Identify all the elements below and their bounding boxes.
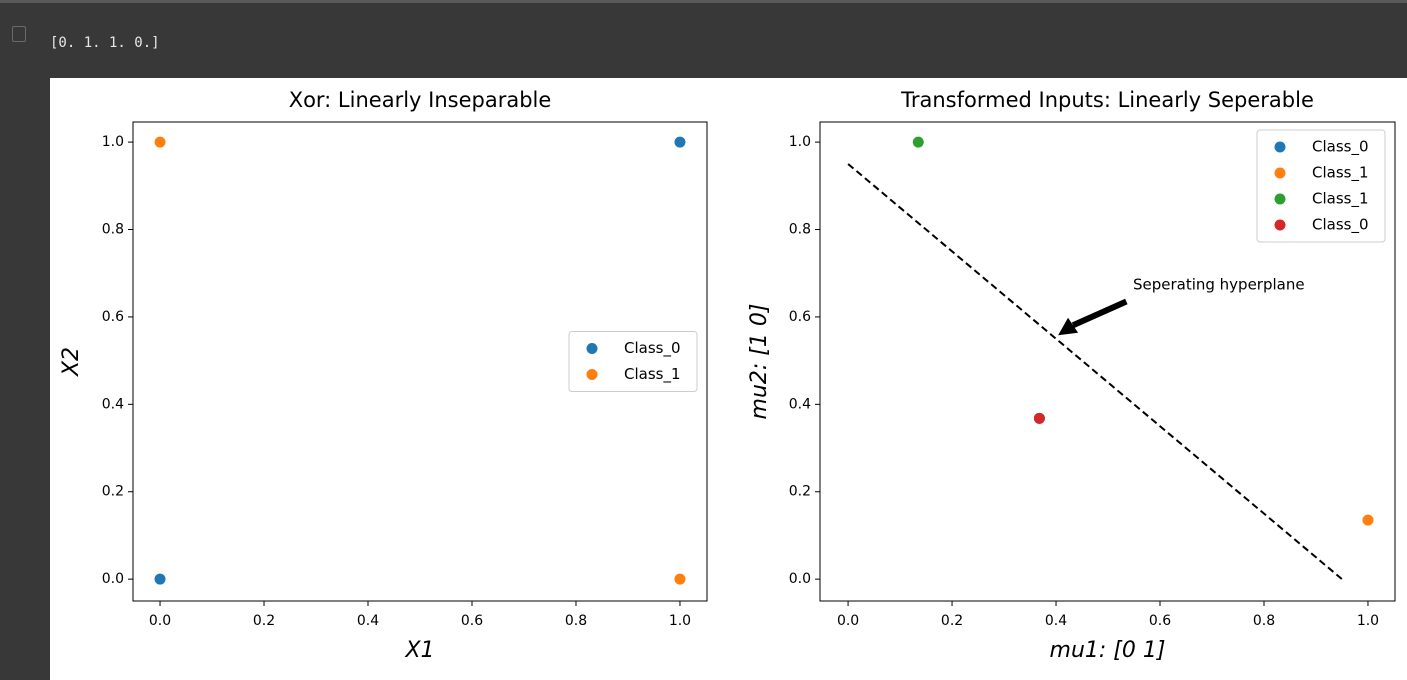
x-axis-label: mu1: [0 1]: [1050, 638, 1166, 663]
y-tick-label: 0.2: [789, 484, 811, 500]
point: [154, 136, 166, 148]
legend-label: Class_1: [624, 365, 681, 384]
y-tick-label: 0.0: [789, 571, 811, 587]
output-icon[interactable]: [12, 26, 26, 42]
top-bar: [0, 0, 1407, 3]
legend-marker: [1274, 141, 1286, 153]
x-tick-label: 0.2: [941, 613, 963, 629]
y-tick-label: 0.6: [102, 309, 124, 325]
chart-title: Transformed Inputs: Linearly Seperable: [900, 88, 1314, 112]
x-tick-label: 1.0: [1357, 613, 1379, 629]
legend-label: Class_0: [624, 339, 681, 358]
x-tick-label: 0.0: [149, 613, 171, 629]
legend-marker: [586, 343, 598, 354]
output-line: [0. 1. 1. 0.]: [50, 35, 160, 51]
x-tick-label: 0.2: [253, 613, 275, 629]
x-tick-label: 0.0: [837, 613, 859, 629]
point: [912, 136, 924, 148]
figure: Xor: Linearly Inseparable 0.0 0.2 0.4 0.6 0.8…: [50, 78, 1407, 680]
x-tick-label: 0.6: [461, 613, 483, 629]
point: [1033, 412, 1045, 424]
legend-marker: [1274, 193, 1286, 205]
y-axis-label: mu2: [1 0]: [747, 304, 772, 420]
x-tick-label: 1.0: [669, 613, 691, 629]
y-tick-label: 0.6: [789, 309, 811, 325]
point: [154, 573, 166, 585]
legend-label: Class_1: [1312, 164, 1369, 183]
legend-box: [1256, 129, 1386, 243]
y-tick-label: 0.4: [102, 396, 124, 412]
x-tick-label: 0.8: [565, 613, 587, 629]
legend-marker: [1274, 219, 1286, 231]
legend-box: [568, 331, 698, 392]
x-tick-label: 0.4: [1045, 613, 1067, 629]
x-tick-label: 0.8: [1253, 613, 1275, 629]
legend-label: Class_0: [1312, 216, 1369, 235]
annotation-arrow: [1071, 298, 1128, 328]
axes-frame: [132, 121, 708, 602]
dashed-line: [847, 163, 1343, 580]
x-tick-label: 0.6: [1149, 613, 1171, 629]
legend-label: Class_0: [1312, 138, 1369, 157]
arrow-head: [1058, 317, 1079, 336]
y-tick-label: 0.8: [789, 222, 811, 238]
chart-title: Xor: Linearly Inseparable: [289, 88, 552, 112]
legend-marker: [586, 369, 598, 380]
axes-frame: [819, 121, 1396, 602]
point: [674, 573, 686, 585]
annotation-text: Seperating hyperplane: [1133, 276, 1305, 294]
y-tick-label: 0.0: [102, 571, 124, 587]
y-tick-label: 1.0: [102, 134, 124, 150]
y-tick-label: 1.0: [789, 134, 811, 150]
point: [1362, 514, 1374, 526]
legend-label: Class_1: [1312, 190, 1369, 209]
y-tick-label: 0.4: [789, 396, 811, 412]
legend-marker: [1274, 167, 1286, 179]
y-axis-label: X2: [59, 347, 84, 377]
x-tick-label: 0.4: [357, 613, 379, 629]
point: [674, 136, 686, 148]
y-tick-label: 0.8: [102, 222, 124, 238]
y-tick-label: 0.2: [102, 484, 124, 500]
x-axis-label: X1: [404, 638, 434, 663]
